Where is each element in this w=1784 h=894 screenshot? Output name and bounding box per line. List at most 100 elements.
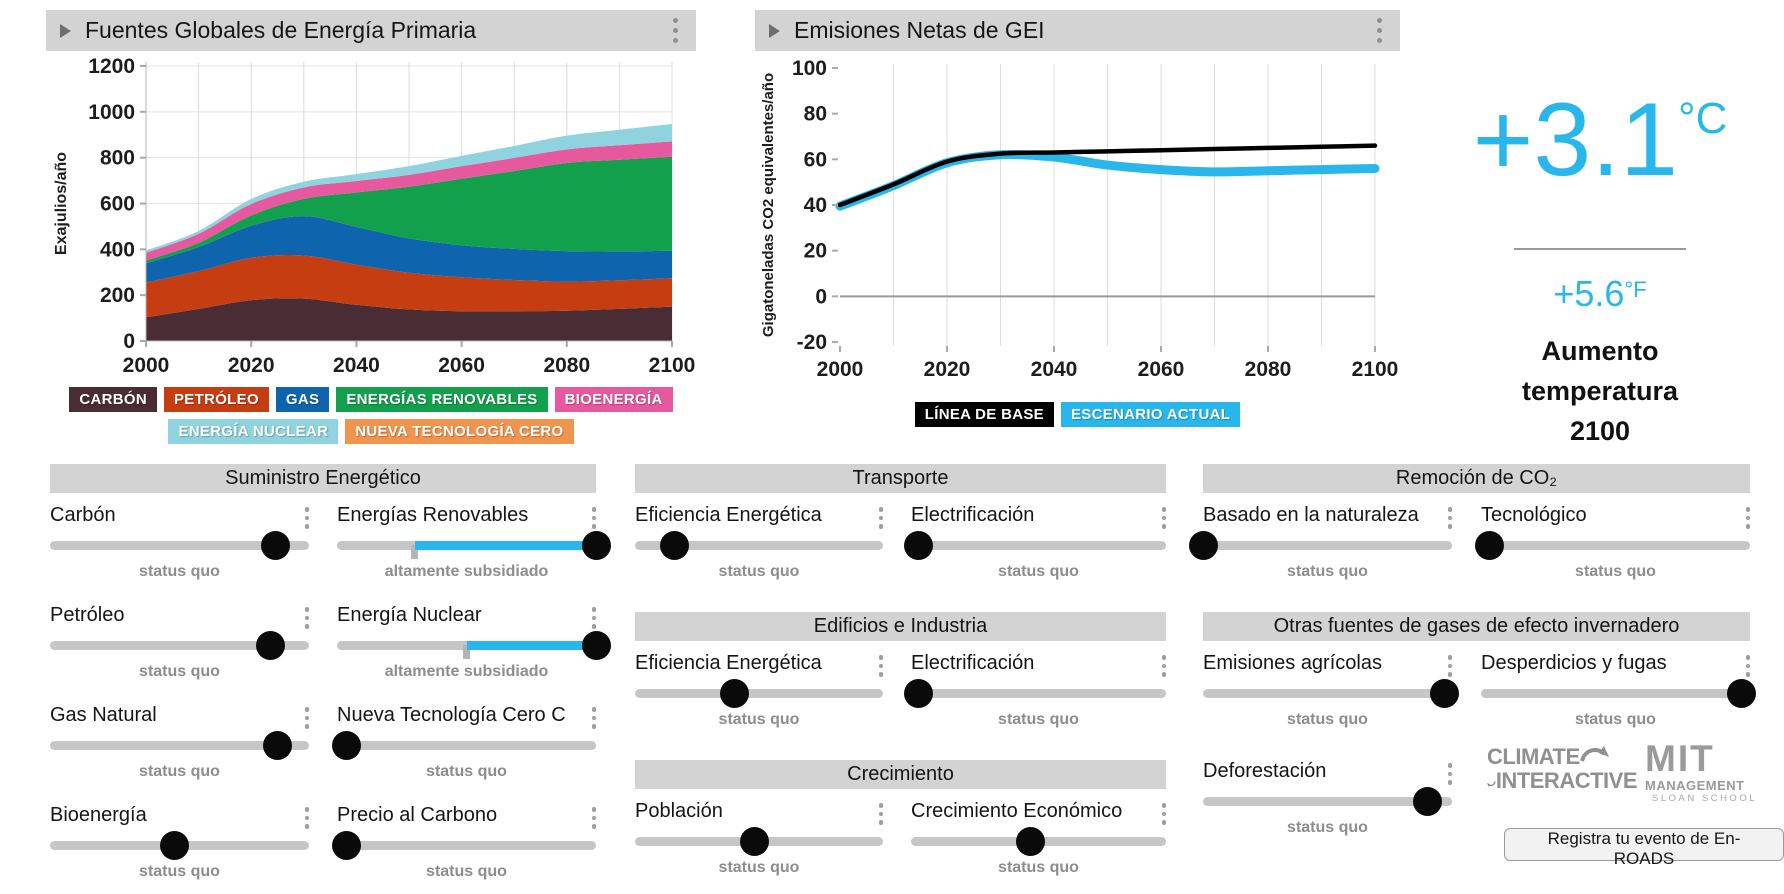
slider-track[interactable] <box>1203 679 1460 708</box>
slider-track[interactable] <box>1481 679 1757 708</box>
slider-handle[interactable] <box>719 679 749 708</box>
svg-text:400: 400 <box>100 238 135 261</box>
slider-handle[interactable] <box>1474 531 1504 560</box>
slider-kebab-icon[interactable] <box>1161 801 1166 827</box>
energy-panel-kebab-icon[interactable] <box>669 14 682 48</box>
slider-row: Gas Natural status quo <box>50 704 309 794</box>
svg-text:2000: 2000 <box>817 358 864 381</box>
slider-handle[interactable] <box>331 731 361 760</box>
slider-label: Crecimiento Económico <box>911 800 1123 822</box>
slider-handle[interactable] <box>660 531 690 560</box>
energy-panel-title: Fuentes Globales de Energía Primaria <box>85 17 477 43</box>
slider-track[interactable] <box>1474 531 1750 560</box>
slider-kebab-icon[interactable] <box>878 801 883 827</box>
slider-label: Población <box>635 800 723 822</box>
slider-track[interactable] <box>337 531 611 560</box>
section-header: Transporte <box>635 464 1166 493</box>
svg-text:Exajulios/año: Exajulios/año <box>53 152 70 255</box>
slider-kebab-icon[interactable] <box>304 805 309 831</box>
controls-column-co2-other: Remoción de CO₂ Basado en la naturaleza st… <box>1188 464 1757 867</box>
climate-interactive-logo[interactable]: CLIMATE INTERACTIVE <box>1487 744 1638 794</box>
slider-track[interactable] <box>904 679 1166 708</box>
slider-row: Eficiencia Energética status quo <box>635 504 883 594</box>
energy-panel-header[interactable]: Fuentes Globales de Energía Primaria <box>46 10 696 51</box>
slider-kebab-icon[interactable] <box>1447 653 1452 679</box>
slider-kebab-icon[interactable] <box>304 605 309 631</box>
slider-kebab-icon[interactable] <box>878 505 883 531</box>
emissions-panel-header[interactable]: Emisiones Netas de GEI <box>755 10 1400 51</box>
svg-text:2040: 2040 <box>333 354 380 377</box>
slider-kebab-icon[interactable] <box>591 505 596 531</box>
slider-label: Electrificación <box>911 652 1035 674</box>
slider-handle[interactable] <box>331 831 361 860</box>
legend-item: ESCENARIO ACTUAL <box>1060 402 1241 427</box>
curved-arrow-right-icon <box>1579 746 1609 762</box>
legend-item: CARBÓN <box>69 387 157 412</box>
slider-track[interactable] <box>50 831 309 860</box>
emissions-legend-row: LÍNEA DE BASE ESCENARIO ACTUAL <box>755 402 1400 427</box>
slider-handle[interactable] <box>904 531 934 560</box>
register-event-button[interactable]: Registra tu evento de En-ROADS <box>1504 828 1784 868</box>
slider-handle[interactable] <box>255 631 285 660</box>
slider-kebab-icon[interactable] <box>304 505 309 531</box>
slider-kebab-icon[interactable] <box>591 705 596 731</box>
slider-handle[interactable] <box>260 531 290 560</box>
expand-triangle-icon[interactable] <box>60 23 71 38</box>
slider-row: Petróleo status quo <box>50 604 309 694</box>
slider-kebab-icon[interactable] <box>1745 653 1750 679</box>
slider-kebab-icon[interactable] <box>591 605 596 631</box>
slider-kebab-icon[interactable] <box>1447 761 1452 787</box>
slider-track[interactable] <box>50 731 309 760</box>
slider-track[interactable] <box>50 531 309 560</box>
slider-label: Deforestación <box>1203 760 1327 782</box>
slider-track[interactable] <box>635 679 883 708</box>
mit-sloan-logo[interactable]: MIT MANAGEMENT SLOAN SCHOOL <box>1645 740 1757 804</box>
slider-track[interactable] <box>904 531 1166 560</box>
svg-text:2060: 2060 <box>1138 358 1185 381</box>
slider-track[interactable] <box>50 631 309 660</box>
slider-kebab-icon[interactable] <box>878 653 883 679</box>
slider-handle[interactable] <box>904 679 934 708</box>
slider-kebab-icon[interactable] <box>1745 505 1750 531</box>
slider-kebab-icon[interactable] <box>1447 505 1452 531</box>
svg-text:800: 800 <box>100 147 135 170</box>
legend-item: ENERGÍAS RENOVABLES <box>336 387 548 412</box>
slider-kebab-icon[interactable] <box>1161 505 1166 531</box>
slider-label: Emisiones agrícolas <box>1203 652 1382 674</box>
slider-handle[interactable] <box>1430 679 1460 708</box>
slider-handle[interactable] <box>1727 679 1757 708</box>
slider-kebab-icon[interactable] <box>304 705 309 731</box>
celsius-unit: °C <box>1677 94 1728 143</box>
slider-handle[interactable] <box>1188 531 1218 560</box>
svg-text:40: 40 <box>804 194 827 217</box>
slider-handle[interactable] <box>1016 827 1046 856</box>
slider-label: Nueva Tecnología Cero C <box>337 704 566 726</box>
slider-track[interactable] <box>1203 787 1452 816</box>
slider-label: Energía Nuclear <box>337 604 482 626</box>
emissions-panel-kebab-icon[interactable] <box>1373 14 1386 48</box>
slider-handle[interactable] <box>581 631 611 660</box>
slider-fill <box>466 641 596 650</box>
slider-row: Carbón status quo <box>50 504 309 594</box>
slider-track[interactable] <box>635 827 883 856</box>
slider-handle[interactable] <box>159 831 189 860</box>
slider-track[interactable] <box>331 831 596 860</box>
slider-handle[interactable] <box>581 531 611 560</box>
slider-label: Bioenergía <box>50 804 147 826</box>
slider-handle[interactable] <box>739 827 769 856</box>
slider-handle[interactable] <box>1412 787 1442 816</box>
svg-text:20: 20 <box>804 240 827 263</box>
slider-label: Carbón <box>50 504 116 526</box>
slider-track[interactable] <box>337 631 611 660</box>
slider-status: status quo <box>426 763 507 780</box>
slider-kebab-icon[interactable] <box>1161 653 1166 679</box>
slider-handle[interactable] <box>263 731 293 760</box>
slider-row: Precio al Carbono status quo <box>331 804 596 894</box>
expand-triangle-icon[interactable] <box>769 23 780 38</box>
slider-kebab-icon[interactable] <box>591 805 596 831</box>
slider-track[interactable] <box>635 531 883 560</box>
slider-track[interactable] <box>1188 531 1452 560</box>
climate-interactive-logo-text: INTERACTIVE <box>1495 768 1638 793</box>
slider-track[interactable] <box>911 827 1166 856</box>
slider-track[interactable] <box>331 731 596 760</box>
